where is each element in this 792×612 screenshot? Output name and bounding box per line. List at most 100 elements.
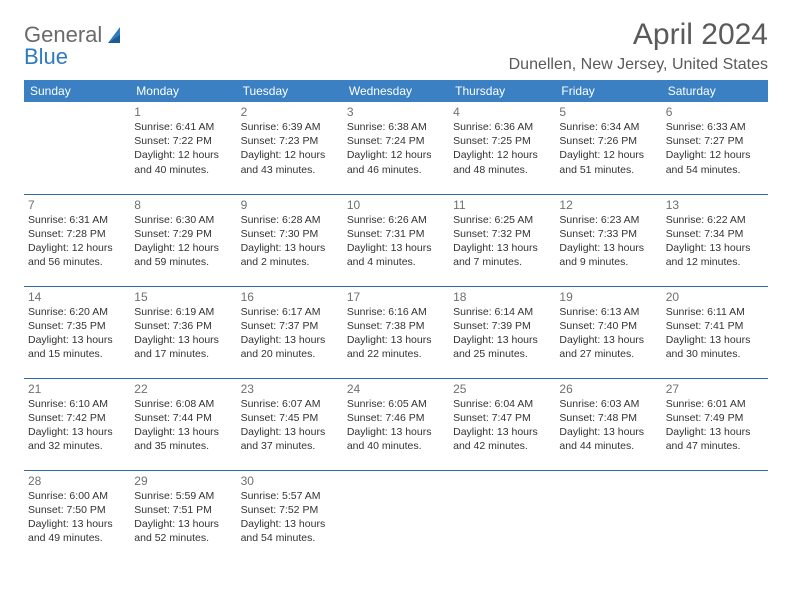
calendar-cell: 1Sunrise: 6:41 AMSunset: 7:22 PMDaylight…	[130, 102, 236, 194]
day-number: 28	[28, 474, 126, 488]
calendar-cell: 25Sunrise: 6:04 AMSunset: 7:47 PMDayligh…	[449, 378, 555, 470]
daylight-text: Daylight: 13 hours	[453, 241, 551, 255]
calendar-cell: 6Sunrise: 6:33 AMSunset: 7:27 PMDaylight…	[662, 102, 768, 194]
calendar-cell: 22Sunrise: 6:08 AMSunset: 7:44 PMDayligh…	[130, 378, 236, 470]
daylight-text: Daylight: 13 hours	[28, 333, 126, 347]
day-number: 19	[559, 290, 657, 304]
day-number: 25	[453, 382, 551, 396]
daylight-text: Daylight: 12 hours	[28, 241, 126, 255]
sunrise-text: Sunrise: 6:31 AM	[28, 213, 126, 227]
calendar-cell: 26Sunrise: 6:03 AMSunset: 7:48 PMDayligh…	[555, 378, 661, 470]
daylight-text: and 20 minutes.	[241, 347, 339, 361]
calendar-cell: 21Sunrise: 6:10 AMSunset: 7:42 PMDayligh…	[24, 378, 130, 470]
sunset-text: Sunset: 7:40 PM	[559, 319, 657, 333]
daylight-text: and 27 minutes.	[559, 347, 657, 361]
day-number: 22	[134, 382, 232, 396]
sunset-text: Sunset: 7:49 PM	[666, 411, 764, 425]
sunset-text: Sunset: 7:48 PM	[559, 411, 657, 425]
sunrise-text: Sunrise: 6:08 AM	[134, 397, 232, 411]
daylight-text: Daylight: 13 hours	[666, 241, 764, 255]
calendar-cell: 28Sunrise: 6:00 AMSunset: 7:50 PMDayligh…	[24, 470, 130, 562]
day-number: 30	[241, 474, 339, 488]
calendar-cell	[24, 102, 130, 194]
sunset-text: Sunset: 7:33 PM	[559, 227, 657, 241]
calendar-cell: 17Sunrise: 6:16 AMSunset: 7:38 PMDayligh…	[343, 286, 449, 378]
sunrise-text: Sunrise: 5:57 AM	[241, 489, 339, 503]
daylight-text: Daylight: 12 hours	[453, 148, 551, 162]
day-number: 29	[134, 474, 232, 488]
sunset-text: Sunset: 7:23 PM	[241, 134, 339, 148]
daylight-text: and 12 minutes.	[666, 255, 764, 269]
sunrise-text: Sunrise: 6:34 AM	[559, 120, 657, 134]
daylight-text: and 7 minutes.	[453, 255, 551, 269]
daylight-text: and 52 minutes.	[134, 531, 232, 545]
daylight-text: and 22 minutes.	[347, 347, 445, 361]
calendar-cell: 2Sunrise: 6:39 AMSunset: 7:23 PMDaylight…	[237, 102, 343, 194]
daylight-text: Daylight: 12 hours	[666, 148, 764, 162]
day-number: 24	[347, 382, 445, 396]
calendar-cell	[343, 470, 449, 562]
daylight-text: and 4 minutes.	[347, 255, 445, 269]
calendar-cell: 16Sunrise: 6:17 AMSunset: 7:37 PMDayligh…	[237, 286, 343, 378]
sunrise-text: Sunrise: 6:03 AM	[559, 397, 657, 411]
sunrise-text: Sunrise: 6:33 AM	[666, 120, 764, 134]
calendar-cell: 8Sunrise: 6:30 AMSunset: 7:29 PMDaylight…	[130, 194, 236, 286]
day-number: 1	[134, 105, 232, 119]
page-title: April 2024	[509, 18, 768, 52]
day-number: 15	[134, 290, 232, 304]
calendar-cell: 30Sunrise: 5:57 AMSunset: 7:52 PMDayligh…	[237, 470, 343, 562]
daylight-text: and 49 minutes.	[28, 531, 126, 545]
sunset-text: Sunset: 7:39 PM	[453, 319, 551, 333]
sunrise-text: Sunrise: 6:01 AM	[666, 397, 764, 411]
daylight-text: Daylight: 13 hours	[666, 333, 764, 347]
sunset-text: Sunset: 7:27 PM	[666, 134, 764, 148]
daylight-text: and 25 minutes.	[453, 347, 551, 361]
col-wednesday: Wednesday	[343, 80, 449, 102]
daylight-text: Daylight: 13 hours	[134, 425, 232, 439]
calendar-week-row: 28Sunrise: 6:00 AMSunset: 7:50 PMDayligh…	[24, 470, 768, 562]
sunset-text: Sunset: 7:37 PM	[241, 319, 339, 333]
col-tuesday: Tuesday	[237, 80, 343, 102]
daylight-text: Daylight: 12 hours	[134, 241, 232, 255]
sunset-text: Sunset: 7:42 PM	[28, 411, 126, 425]
calendar-cell: 4Sunrise: 6:36 AMSunset: 7:25 PMDaylight…	[449, 102, 555, 194]
calendar-cell	[449, 470, 555, 562]
daylight-text: and 43 minutes.	[241, 163, 339, 177]
daylight-text: Daylight: 13 hours	[28, 517, 126, 531]
sunrise-text: Sunrise: 6:04 AM	[453, 397, 551, 411]
daylight-text: and 35 minutes.	[134, 439, 232, 453]
daylight-text: and 32 minutes.	[28, 439, 126, 453]
sunrise-text: Sunrise: 6:23 AM	[559, 213, 657, 227]
daylight-text: and 9 minutes.	[559, 255, 657, 269]
day-number: 14	[28, 290, 126, 304]
calendar-cell	[662, 470, 768, 562]
sunset-text: Sunset: 7:45 PM	[241, 411, 339, 425]
col-sunday: Sunday	[24, 80, 130, 102]
sunrise-text: Sunrise: 6:05 AM	[347, 397, 445, 411]
brand-text-2: Blue	[24, 44, 68, 70]
daylight-text: Daylight: 13 hours	[347, 241, 445, 255]
daylight-text: and 15 minutes.	[28, 347, 126, 361]
daylight-text: and 46 minutes.	[347, 163, 445, 177]
sunset-text: Sunset: 7:30 PM	[241, 227, 339, 241]
day-number: 16	[241, 290, 339, 304]
day-number: 3	[347, 105, 445, 119]
calendar-cell: 27Sunrise: 6:01 AMSunset: 7:49 PMDayligh…	[662, 378, 768, 470]
sunrise-text: Sunrise: 6:25 AM	[453, 213, 551, 227]
calendar-week-row: 21Sunrise: 6:10 AMSunset: 7:42 PMDayligh…	[24, 378, 768, 470]
daylight-text: and 42 minutes.	[453, 439, 551, 453]
daylight-text: Daylight: 13 hours	[347, 425, 445, 439]
calendar-cell: 11Sunrise: 6:25 AMSunset: 7:32 PMDayligh…	[449, 194, 555, 286]
day-number: 5	[559, 105, 657, 119]
calendar-cell: 18Sunrise: 6:14 AMSunset: 7:39 PMDayligh…	[449, 286, 555, 378]
daylight-text: Daylight: 13 hours	[559, 425, 657, 439]
sunrise-text: Sunrise: 6:14 AM	[453, 305, 551, 319]
daylight-text: Daylight: 13 hours	[241, 241, 339, 255]
sunrise-text: Sunrise: 6:11 AM	[666, 305, 764, 319]
sunset-text: Sunset: 7:50 PM	[28, 503, 126, 517]
daylight-text: and 40 minutes.	[347, 439, 445, 453]
sunset-text: Sunset: 7:36 PM	[134, 319, 232, 333]
daylight-text: Daylight: 12 hours	[559, 148, 657, 162]
calendar-table: Sunday Monday Tuesday Wednesday Thursday…	[24, 80, 768, 562]
sunset-text: Sunset: 7:24 PM	[347, 134, 445, 148]
